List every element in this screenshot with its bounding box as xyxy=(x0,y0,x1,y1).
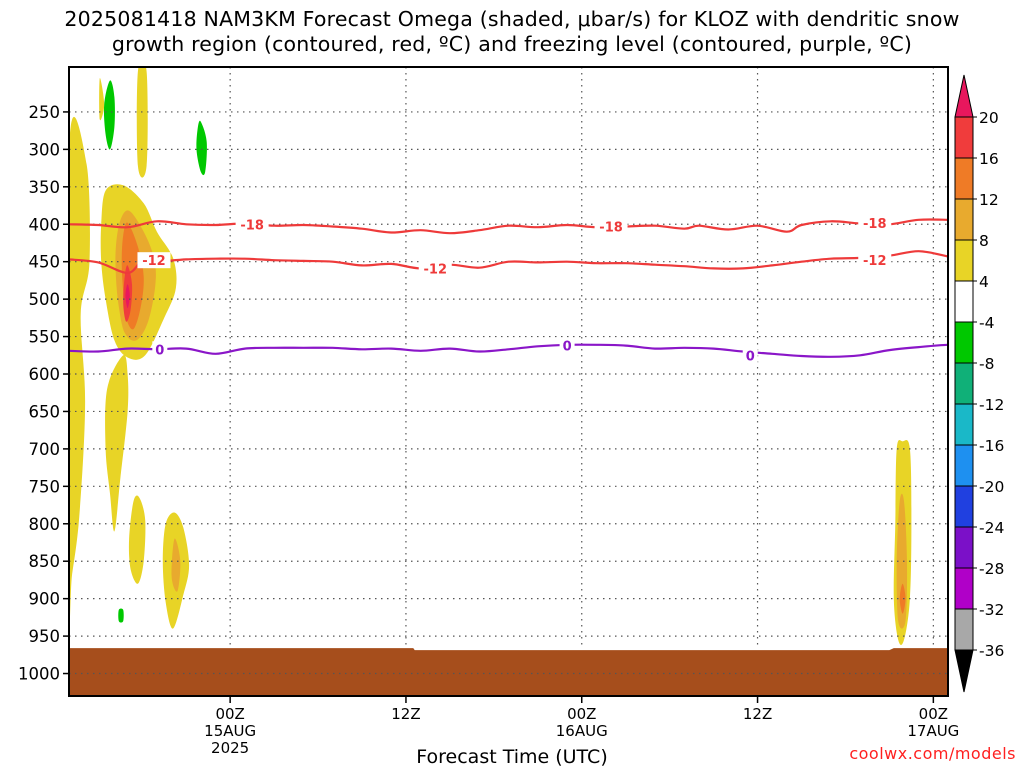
omega-shaded-region xyxy=(99,78,105,121)
y-tick-label: 450 xyxy=(29,253,61,272)
colorbar-label: -28 xyxy=(979,560,1004,578)
y-tick-label: 300 xyxy=(29,140,61,159)
x-axis-title: Forecast Time (UTC) xyxy=(416,746,608,768)
colorbar-bottom-arrow xyxy=(954,649,974,693)
omega-shaded-region xyxy=(171,538,181,592)
colorbar-label: 4 xyxy=(979,273,989,291)
contour-line--12 xyxy=(69,250,948,275)
contour-label: 0 xyxy=(155,343,164,358)
colorbar-swatch xyxy=(954,403,974,446)
colorbar-swatch xyxy=(954,485,974,528)
omega-shaded-region xyxy=(103,80,115,150)
contour-label-background xyxy=(858,214,892,231)
colorbar-swatch xyxy=(954,116,974,159)
colorbar-label: 8 xyxy=(979,232,989,250)
omega-shaded-region xyxy=(128,495,146,584)
y-tick-label: 400 xyxy=(29,215,61,234)
contour-label-background xyxy=(559,337,575,354)
omega-shaded-region xyxy=(105,354,129,532)
contour-label: -12 xyxy=(424,262,448,277)
y-tick-label: 800 xyxy=(29,515,61,534)
colorbar-label: 12 xyxy=(979,191,999,209)
colorbar-swatch xyxy=(954,608,974,651)
chart-title-line-2: growth region (contoured, red, ºC) and f… xyxy=(111,32,913,56)
x-tick-label: 00Z xyxy=(919,705,948,723)
contour-label: 0 xyxy=(746,349,755,364)
colorbar-label: -24 xyxy=(979,519,1004,537)
contour-line--18 xyxy=(69,218,948,235)
y-tick-label: 700 xyxy=(29,440,61,459)
omega-shaded-region xyxy=(125,284,130,309)
colorbar-label: -20 xyxy=(979,478,1004,496)
colorbar-label: -4 xyxy=(979,314,994,332)
omega-shaded-region xyxy=(118,608,124,623)
y-tick-label: 950 xyxy=(29,627,61,646)
x-tick-label: 00Z xyxy=(215,705,244,723)
y-tick-label: 250 xyxy=(29,103,61,122)
colorbar-label: 16 xyxy=(979,150,999,168)
omega-shaded-region xyxy=(196,120,207,176)
y-tick-label: 600 xyxy=(29,365,61,384)
x-tick-label: 17AUG xyxy=(907,722,959,740)
colorbar-top-arrow xyxy=(954,74,974,118)
contour-label-background xyxy=(742,347,758,364)
contour-label: -18 xyxy=(240,218,264,233)
x-tick-label: 00Z xyxy=(567,705,596,723)
colorbar-swatch xyxy=(954,444,974,487)
contour-label: -12 xyxy=(863,254,887,269)
omega-shaded-region xyxy=(136,67,148,178)
colorbar-swatch xyxy=(954,198,974,241)
colorbar-label: -32 xyxy=(979,601,1004,619)
colorbar-swatch xyxy=(954,321,974,364)
colorbar-swatch xyxy=(954,239,974,282)
contour-label: 0 xyxy=(563,340,572,355)
contour-label-background xyxy=(235,216,269,233)
x-tick-label: 12Z xyxy=(391,705,420,723)
colorbar: 20 16 12 8 4 -4 -8 -12 -16 -20 -24 -28 -32 -36 xyxy=(954,74,1004,693)
omega-shaded-region xyxy=(69,117,90,628)
colorbar-swatch xyxy=(954,362,974,405)
y-tick-label: 850 xyxy=(29,552,61,571)
y-tick-label: 500 xyxy=(29,290,61,309)
contour-label-background xyxy=(418,260,452,277)
contour-label-background xyxy=(152,341,168,358)
y-tick-label: 650 xyxy=(29,402,61,421)
contour-label: -18 xyxy=(599,220,623,235)
x-tick-label: 2025 xyxy=(211,739,249,757)
contour-label-background xyxy=(594,218,628,235)
colorbar-swatch xyxy=(954,567,974,610)
colorbar-label: -12 xyxy=(979,396,1004,414)
y-tick-label: 1000 xyxy=(18,665,60,684)
contour-label: -12 xyxy=(142,254,166,269)
y-tick-label: 900 xyxy=(29,590,61,609)
colorbar-swatch xyxy=(954,526,974,569)
y-tick-label: 550 xyxy=(29,328,61,347)
omega-shaded-region xyxy=(899,583,906,614)
contour-line-0 xyxy=(69,343,948,358)
colorbar-swatch xyxy=(954,280,974,323)
x-tick-label: 12Z xyxy=(743,705,772,723)
y-tick-label: 750 xyxy=(29,477,61,496)
colorbar-label: -8 xyxy=(979,355,994,373)
terrain-below-ground xyxy=(69,648,948,696)
site-credit[interactable]: coolwx.com/models xyxy=(849,744,1016,763)
contour-label: -18 xyxy=(863,217,887,232)
colorbar-label: -16 xyxy=(979,437,1004,455)
chart-title-line-1: 2025081418 NAM3KM Forecast Omega (shaded… xyxy=(64,7,960,31)
x-tick-label: 16AUG xyxy=(556,722,608,740)
colorbar-label: -36 xyxy=(979,642,1004,660)
colorbar-swatch xyxy=(954,157,974,200)
plot-frame xyxy=(68,66,949,697)
contour-label-background xyxy=(858,252,892,269)
colorbar-label: 20 xyxy=(979,109,999,127)
plot-area: -18 -18 -18 -12 -12 -12 0 0 0 xyxy=(69,67,948,696)
y-tick-label: 350 xyxy=(29,178,61,197)
x-tick-label: 15AUG xyxy=(204,722,256,740)
contour-label-background xyxy=(137,252,171,269)
